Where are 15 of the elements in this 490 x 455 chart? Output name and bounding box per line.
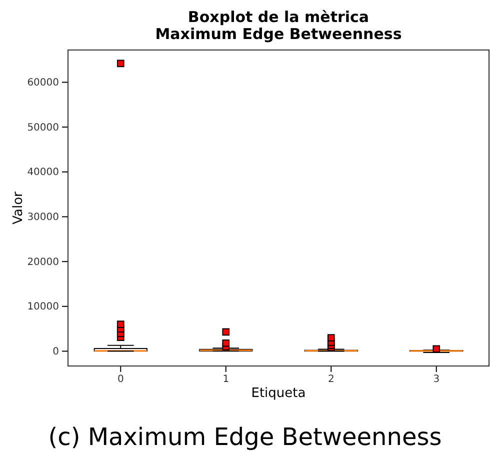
y-tick-label: 40000 — [27, 167, 59, 178]
y-tick-label: 10000 — [27, 302, 59, 313]
x-tick-label: 0 — [117, 374, 124, 386]
x-tick-label: 1 — [222, 374, 230, 386]
x-tick-label: 3 — [433, 374, 440, 386]
y-tick-label: 60000 — [27, 77, 59, 88]
x-axis-title: Etiqueta — [251, 386, 306, 401]
x-tick-label: 2 — [328, 374, 334, 386]
y-tick-label: 20000 — [27, 256, 59, 268]
y-tick-label: 0 — [52, 346, 59, 358]
y-axis-title: Valor — [11, 190, 26, 224]
y-tick-label: 50000 — [27, 122, 59, 134]
chart-title: Boxplot de la mètrica Maximum Edge Betweenness — [155, 8, 402, 43]
text: (c) Maximum Edge Betweenness — [48, 423, 442, 451]
y-tick-label: 30000 — [27, 212, 59, 223]
